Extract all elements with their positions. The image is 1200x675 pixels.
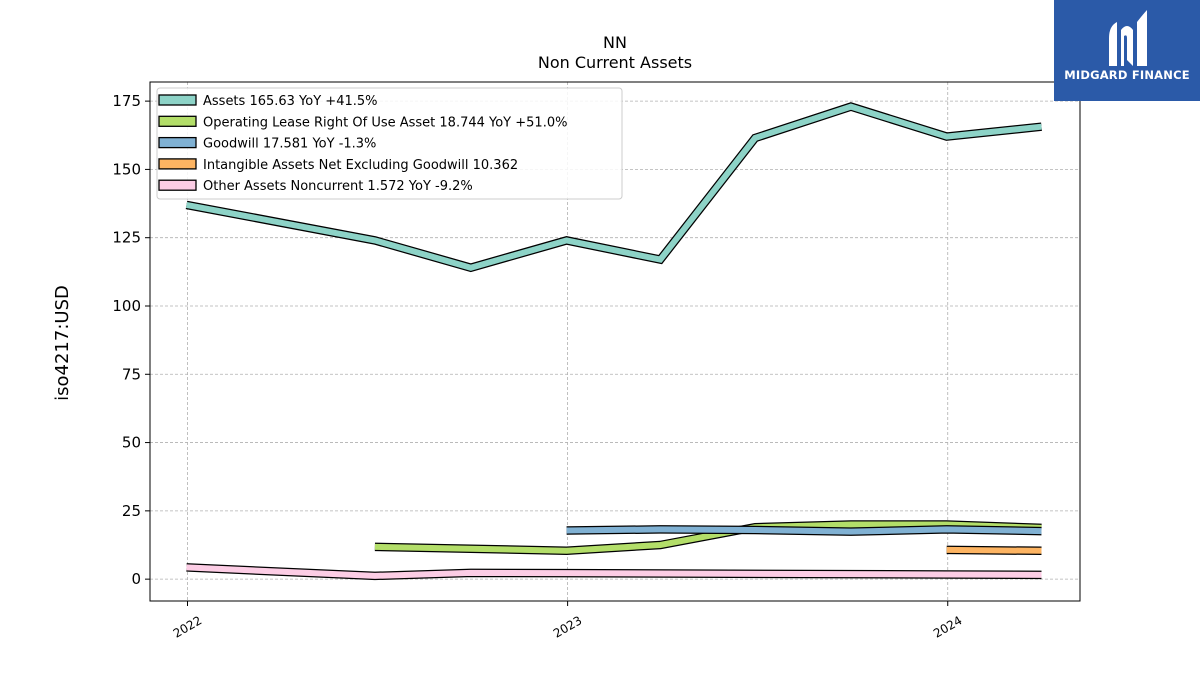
logo-text: MIDGARD FINANCE xyxy=(1064,68,1190,82)
legend-label: Other Assets Noncurrent 1.572 YoY -9.2% xyxy=(203,179,473,194)
series-line-3 xyxy=(946,546,1042,554)
legend-label: Intangible Assets Net Excluding Goodwill… xyxy=(203,158,518,173)
chart-subtitle: Non Current Assets xyxy=(538,53,692,72)
chart-title: NN xyxy=(603,33,627,52)
y-tick-label: 100 xyxy=(112,297,141,315)
series-line-2 xyxy=(566,526,1042,535)
legend-label: Operating Lease Right Of Use Asset 18.74… xyxy=(203,115,567,130)
midgard-logo-icon xyxy=(1109,10,1147,66)
midgard-finance-logo: MIDGARD FINANCE xyxy=(1054,0,1200,101)
x-tick-label: 2022 xyxy=(171,613,204,640)
y-tick-label: 125 xyxy=(112,229,141,247)
legend-swatch xyxy=(158,94,197,106)
series-layer xyxy=(185,102,1042,581)
y-tick-label: 175 xyxy=(112,92,141,110)
y-tick-label: 75 xyxy=(122,365,141,383)
y-axis-label: iso4217:USD xyxy=(52,285,73,401)
series-line-4 xyxy=(186,564,1042,579)
plot-frame xyxy=(149,81,1081,602)
legend-swatch xyxy=(158,179,197,191)
legend-label: Assets 165.63 YoY +41.5% xyxy=(203,94,378,109)
legend: Assets 165.63 YoY +41.5% Operating Lease … xyxy=(156,87,623,200)
legend-swatch xyxy=(158,136,197,149)
x-tick-label: 2023 xyxy=(551,613,584,640)
y-tick-label: 50 xyxy=(122,434,141,452)
x-tick-label: 2024 xyxy=(931,613,964,640)
legend-box xyxy=(156,87,623,200)
y-tick-label: 25 xyxy=(122,502,141,520)
legend-label: Goodwill 17.581 YoY -1.3% xyxy=(203,137,376,152)
legend-swatch xyxy=(158,158,197,170)
y-tick-label: 0 xyxy=(131,570,141,588)
y-tick-label: 150 xyxy=(112,160,141,178)
legend-swatch xyxy=(158,115,197,127)
series-line-0 xyxy=(185,103,1042,271)
